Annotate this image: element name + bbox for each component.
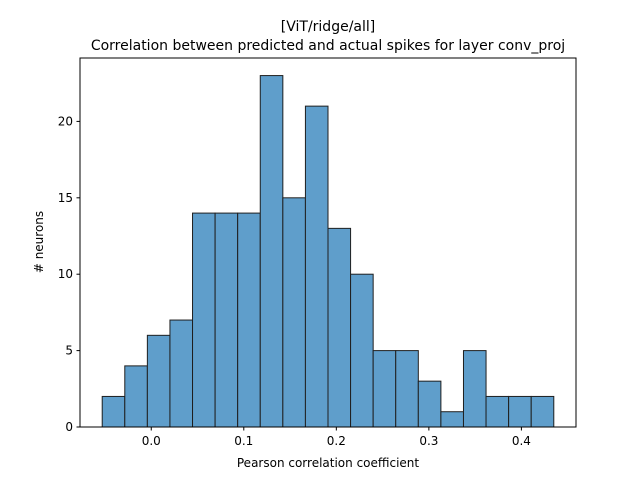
histogram-bar (124, 365, 148, 428)
histogram-bar (282, 197, 306, 428)
histogram-bar (440, 411, 464, 428)
bars-group (101, 75, 555, 428)
histogram-bar (146, 334, 171, 428)
histogram-bar (462, 350, 487, 428)
histogram-bar (214, 212, 239, 428)
histogram-bar (237, 212, 261, 428)
y-tick-label: 20 (58, 114, 73, 128)
histogram-bar (417, 380, 442, 428)
y-axis-label: # neurons (32, 211, 46, 273)
x-tick-label: 0.3 (419, 434, 438, 448)
chart-title: [ViT/ridge/all] (281, 19, 375, 35)
x-tick-label: 0.1 (234, 434, 253, 448)
histogram-bar (530, 395, 555, 428)
x-tick-label: 0.4 (512, 434, 531, 448)
histogram-bar (508, 395, 532, 428)
histogram-bar (169, 319, 194, 428)
x-axis-ticks: 0.0 0.1 0.2 0.3 0.4 (142, 427, 531, 448)
histogram-bar (350, 273, 374, 428)
y-axis-ticks: 0 5 10 15 20 (58, 114, 80, 434)
histogram-bar (485, 395, 510, 428)
histogram-bar (395, 350, 419, 428)
plot-frame (79, 57, 577, 428)
histogram-bar (259, 75, 284, 428)
y-tick-label: 10 (58, 267, 73, 281)
histogram-bar (327, 227, 352, 428)
histogram-bar (192, 212, 216, 428)
y-tick-label: 0 (65, 420, 73, 434)
x-axis-label: Pearson correlation coefficient (237, 456, 420, 470)
histogram-bar (101, 395, 126, 428)
histogram-bar (372, 350, 397, 428)
y-tick-label: 15 (58, 191, 73, 205)
y-tick-label: 5 (65, 344, 73, 358)
histogram-bar (304, 105, 329, 428)
x-tick-label: 0.2 (327, 434, 346, 448)
x-tick-label: 0.0 (142, 434, 161, 448)
chart-subtitle: Correlation between predicted and actual… (91, 38, 565, 54)
